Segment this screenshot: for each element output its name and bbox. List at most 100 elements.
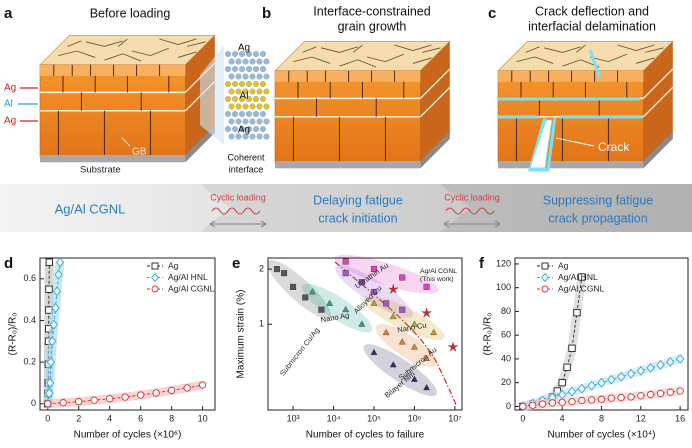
marker: [290, 283, 297, 290]
x-axis-label: Number of cycles (×10⁶): [74, 430, 182, 441]
legend-label: Ag/Al CGNL: [168, 283, 215, 293]
atom: [232, 96, 238, 102]
atom: [242, 58, 249, 65]
panel-title: Crack deflection and: [535, 4, 649, 18]
marker: [538, 400, 547, 408]
atom: [225, 96, 231, 102]
atom: [249, 73, 256, 80]
atom: [228, 103, 235, 110]
atom: [249, 118, 256, 125]
marker: [558, 398, 566, 406]
marker: [121, 393, 129, 401]
marker: [183, 384, 191, 392]
marker: [399, 274, 406, 281]
atom: [263, 133, 270, 140]
marker: [370, 288, 377, 295]
x-tick-label: 4: [560, 413, 565, 423]
marker: [666, 357, 675, 367]
marker: [541, 262, 549, 270]
panel-letter: d: [4, 255, 13, 272]
atom: [235, 103, 242, 110]
marker: [326, 299, 334, 306]
x-tick-label: 8: [599, 413, 604, 423]
group-region: [363, 344, 438, 397]
y-tick-label: 20: [501, 377, 511, 387]
marker: [597, 377, 606, 388]
marker: [656, 389, 665, 398]
marker: [607, 374, 616, 385]
y-tick-label: 100: [496, 282, 511, 292]
inset-label: Ag: [238, 125, 250, 136]
crack-label: Crack: [598, 140, 630, 154]
marker: [563, 363, 571, 371]
atom: [249, 58, 256, 65]
decoration: [211, 207, 261, 215]
marker: [75, 398, 83, 406]
x-tick-label: 12: [636, 413, 646, 423]
marker: [342, 270, 349, 277]
marker: [587, 380, 596, 391]
mechanism-text: Delaying fatigue: [313, 193, 403, 207]
boundary-curve: [334, 261, 457, 406]
x-tick-label: 6: [138, 413, 143, 423]
marker: [59, 399, 67, 407]
atom: [225, 66, 231, 72]
inset-label: Al: [240, 91, 249, 102]
marker: [90, 396, 98, 404]
marker: [626, 368, 636, 379]
substrate-label: Substrate: [80, 165, 121, 176]
marker: [666, 388, 674, 396]
atom: [263, 103, 270, 110]
marker: [382, 328, 390, 336]
atom: [249, 133, 256, 140]
annotation-box: Ag/Al CGNL (This work): [420, 268, 457, 283]
marker: [646, 390, 655, 399]
x-tick-label: 16: [675, 413, 685, 423]
marker: [49, 319, 59, 330]
legend-label: Ag: [168, 260, 179, 270]
atom: [246, 126, 252, 132]
marker: [617, 371, 626, 382]
atom: [228, 133, 235, 140]
y-tick-label: 0.2: [23, 356, 36, 366]
atom: [260, 66, 266, 72]
marker: [152, 389, 160, 397]
atom: [253, 96, 259, 102]
x-tick-label: 10⁵: [367, 413, 381, 423]
marker: [358, 320, 366, 327]
marker: [411, 375, 418, 382]
y-tick-label: 80: [501, 306, 511, 316]
marker: [519, 402, 527, 411]
marker: [389, 361, 397, 368]
marker: [54, 269, 63, 280]
marker: [423, 383, 431, 391]
decoration: [200, 45, 224, 145]
atom: [246, 81, 252, 87]
atom: [235, 118, 242, 125]
atom: [235, 58, 242, 65]
marker: [308, 288, 316, 295]
atom: [228, 58, 235, 65]
atom: [253, 66, 259, 72]
x-tick-label: 4: [107, 413, 112, 423]
x-tick-label: 0: [45, 413, 50, 423]
marker: [398, 338, 406, 345]
y-tick-label: 0: [31, 398, 36, 408]
marker: [636, 365, 645, 376]
legend-label: Ag/Al HNL: [168, 272, 208, 282]
atom: [239, 66, 245, 72]
marker: [421, 308, 432, 318]
atom: [256, 103, 263, 110]
decoration: [498, 49, 643, 172]
group-region: [362, 295, 445, 341]
marker: [568, 398, 576, 406]
y-tick-label: 0.4: [23, 315, 36, 325]
marker: [281, 270, 288, 277]
marker: [607, 394, 615, 402]
marker: [342, 258, 349, 265]
panel-title: interfacial delamination: [528, 19, 656, 33]
atom: [253, 111, 259, 117]
marker: [578, 396, 586, 405]
marker: [45, 285, 53, 293]
marker: [370, 266, 377, 273]
